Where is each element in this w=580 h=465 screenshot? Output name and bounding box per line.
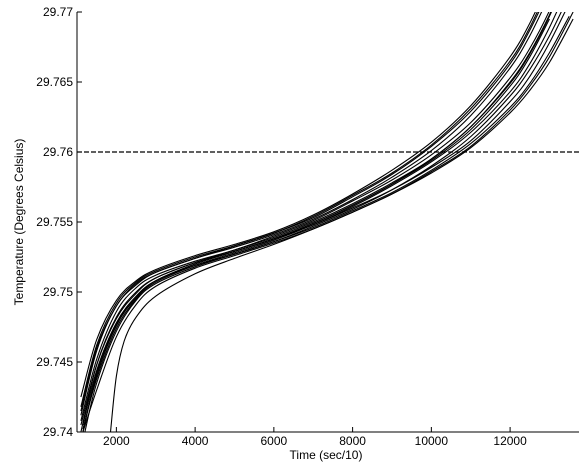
- y-tick-label: 29.755: [36, 215, 73, 229]
- series-line: [80, 12, 566, 426]
- y-tick-label: 29.74: [43, 425, 73, 439]
- series-line: [80, 12, 540, 407]
- x-tick-label: 4000: [182, 434, 209, 448]
- x-tick-label: 8000: [339, 434, 366, 448]
- x-tick-label: 10000: [415, 434, 449, 448]
- x-tick-label: 2000: [103, 434, 130, 448]
- series-line: [80, 12, 552, 432]
- series-line: [82, 12, 562, 426]
- series-group: [80, 12, 574, 432]
- x-axis-ticks: 2000 4000 6000 8000 10000 12000: [103, 427, 527, 448]
- y-tick-label: 29.765: [36, 75, 73, 89]
- x-tick-label: 12000: [493, 434, 527, 448]
- y-tick-label: 29.75: [43, 285, 73, 299]
- y-tick-label: 29.76: [43, 145, 73, 159]
- series-line: [82, 18, 574, 432]
- series-line: [80, 12, 538, 412]
- y-axis-ticks: 29.74 29.745 29.75 29.755 29.76 29.765 29.77: [36, 5, 82, 439]
- series-line: [82, 12, 553, 432]
- series-line: [84, 15, 570, 432]
- x-axis-title: Time (sec/10): [290, 448, 363, 462]
- y-axis-title: Temperature (Degrees Celsius): [12, 139, 26, 306]
- series-line: [80, 12, 543, 416]
- x-tick-label: 6000: [261, 434, 288, 448]
- y-tick-label: 29.77: [43, 5, 73, 19]
- y-tick-label: 29.745: [36, 355, 73, 369]
- series-line: [80, 12, 550, 421]
- series-line: [80, 12, 536, 398]
- series-line: [109, 12, 574, 432]
